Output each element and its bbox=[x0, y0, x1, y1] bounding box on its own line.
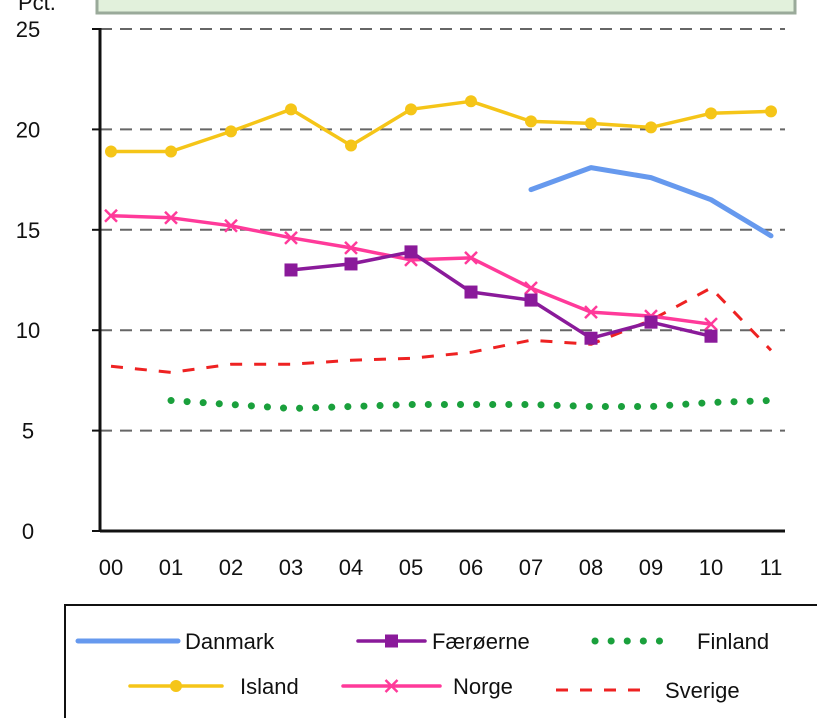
y-axis-label: Pct. bbox=[18, 0, 56, 15]
data-point bbox=[704, 317, 718, 332]
legend-label: Norge bbox=[453, 674, 513, 699]
x-tick-label: 08 bbox=[579, 555, 603, 580]
x-tick-label: 01 bbox=[159, 555, 183, 580]
legend-label: Danmark bbox=[185, 629, 275, 654]
legend-box bbox=[64, 604, 817, 718]
series-frerne bbox=[284, 245, 718, 345]
data-point bbox=[344, 257, 358, 271]
legend-item-island: Island bbox=[128, 674, 299, 699]
data-point bbox=[224, 218, 238, 233]
y-tick-label: 10 bbox=[16, 318, 40, 343]
series-line-frerne bbox=[289, 250, 713, 340]
x-tick-label: 09 bbox=[639, 555, 663, 580]
y-tick-label: 20 bbox=[16, 117, 40, 142]
series-island bbox=[105, 95, 777, 158]
x-tick-label: 02 bbox=[219, 555, 243, 580]
x-tick-label: 03 bbox=[279, 555, 303, 580]
x-tick-label: 05 bbox=[399, 555, 423, 580]
x-tick-label: 04 bbox=[339, 555, 363, 580]
y-tick-labels: 0 5 10 15 20 25 bbox=[16, 17, 100, 544]
y-tick-label: 0 bbox=[22, 519, 34, 544]
legend-marker bbox=[385, 634, 398, 648]
data-point bbox=[645, 121, 657, 134]
data-point bbox=[164, 210, 178, 225]
series-line-sverige bbox=[110, 286, 773, 374]
y-tick-label: 15 bbox=[16, 218, 40, 243]
gridlines bbox=[100, 28, 785, 432]
legend-label: Island bbox=[240, 674, 299, 699]
series-danmark bbox=[528, 165, 774, 239]
data-point bbox=[344, 240, 358, 255]
data-point bbox=[404, 245, 418, 259]
legend-item-danmark: Danmark bbox=[75, 629, 275, 654]
title-box bbox=[95, 0, 797, 15]
y-tick-label: 5 bbox=[22, 419, 34, 444]
data-point bbox=[464, 251, 478, 265]
series-norge bbox=[104, 208, 718, 332]
data-point bbox=[464, 285, 478, 299]
data-point bbox=[284, 263, 298, 277]
legend-marker bbox=[384, 679, 399, 693]
data-point bbox=[644, 315, 658, 329]
data-point bbox=[765, 105, 777, 118]
series-layer bbox=[104, 95, 777, 412]
data-point bbox=[165, 145, 177, 158]
legend-item-frerne: Færøerne bbox=[356, 629, 530, 654]
x-tick-label: 11 bbox=[760, 555, 783, 580]
data-point bbox=[284, 230, 298, 245]
legend-item-finland: Finland bbox=[591, 629, 769, 654]
data-point bbox=[285, 103, 297, 116]
data-point bbox=[704, 329, 718, 343]
series-sverige bbox=[110, 286, 773, 374]
data-point bbox=[465, 95, 477, 108]
legend: Danmark Færøerne Finland Island Norge Sverige bbox=[64, 604, 817, 718]
data-point bbox=[585, 117, 597, 130]
x-tick-label: 10 bbox=[699, 555, 723, 580]
data-point bbox=[104, 208, 118, 223]
x-tick-label: 07 bbox=[519, 555, 543, 580]
legend-label: Sverige bbox=[665, 678, 740, 703]
data-point bbox=[345, 139, 357, 152]
x-tick-label: 00 bbox=[99, 555, 123, 580]
data-point bbox=[405, 103, 417, 116]
data-point bbox=[705, 107, 717, 120]
legend-label: Finland bbox=[697, 629, 769, 654]
x-tick-labels: 00 01 02 03 04 05 06 07 08 09 10 11 bbox=[99, 555, 783, 580]
data-point bbox=[225, 125, 237, 138]
x-tick-label: 06 bbox=[459, 555, 483, 580]
legend-label: Færøerne bbox=[432, 629, 530, 654]
data-point bbox=[524, 281, 538, 295]
legend-item-sverige: Sverige bbox=[556, 678, 740, 703]
series-finland bbox=[167, 397, 775, 412]
data-point bbox=[584, 331, 598, 345]
series-line-danmark bbox=[528, 165, 774, 239]
legend-marker bbox=[170, 680, 182, 692]
series-line-island bbox=[109, 99, 773, 154]
y-tick-label: 25 bbox=[16, 17, 40, 42]
data-point bbox=[525, 115, 537, 128]
legend-item-norge: Norge bbox=[341, 674, 513, 699]
data-point bbox=[105, 145, 117, 158]
data-point bbox=[584, 305, 598, 320]
data-point bbox=[524, 293, 538, 307]
series-line-norge bbox=[109, 213, 713, 326]
axes bbox=[98, 28, 785, 533]
series-line-finland bbox=[167, 397, 775, 412]
